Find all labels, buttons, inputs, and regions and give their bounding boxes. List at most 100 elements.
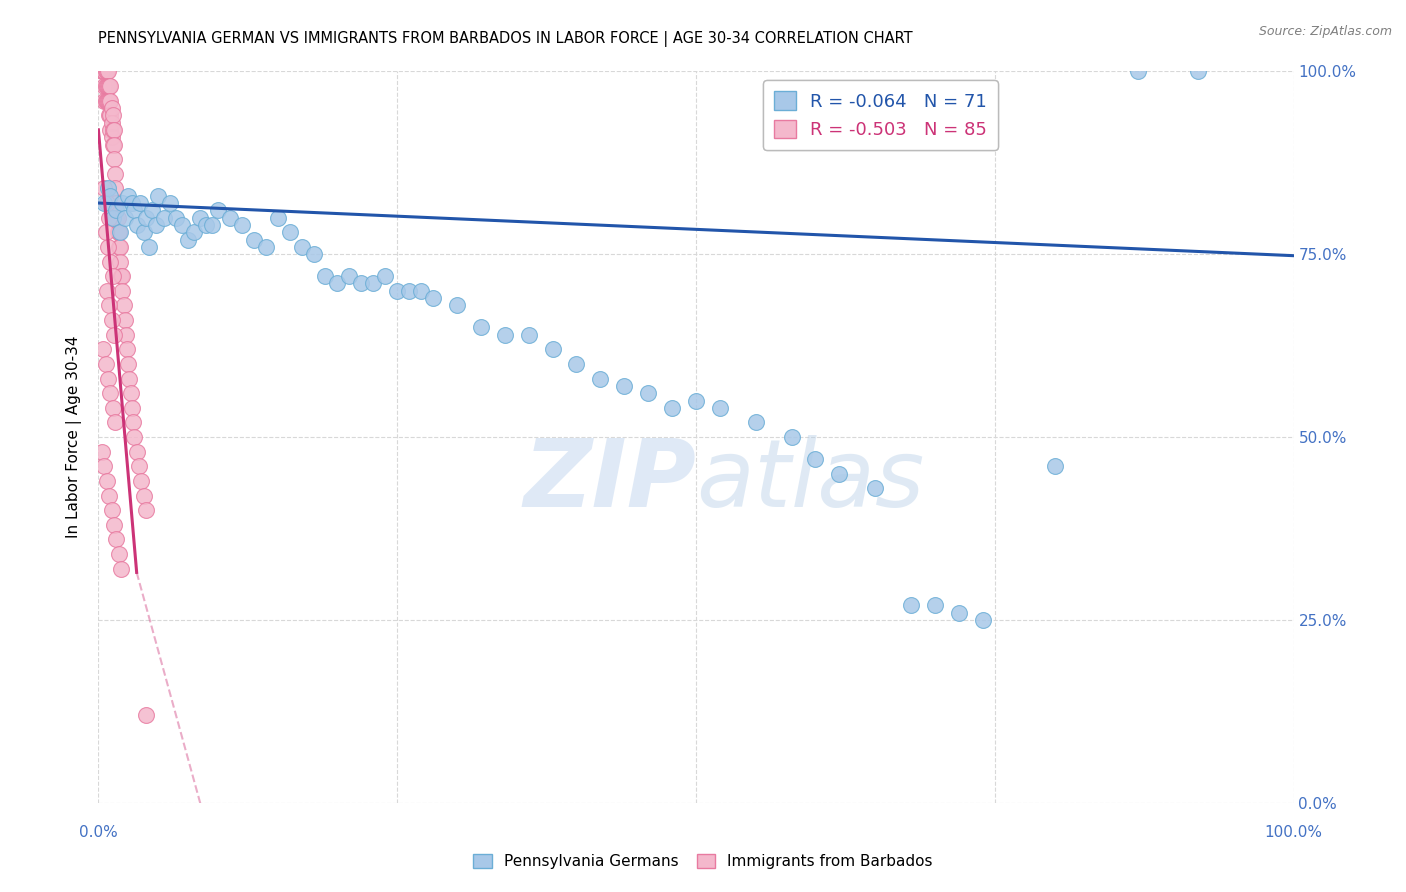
Text: atlas: atlas [696, 435, 924, 526]
Point [110, 269, 132, 284]
Point [107, 225, 129, 239]
Point [94, 64, 117, 78]
Point [103, 327, 125, 342]
Point [101, 137, 124, 152]
Point [97, 371, 120, 385]
Point [111, 196, 134, 211]
Point [103, 517, 125, 532]
Point [100, 101, 122, 115]
Point [108, 254, 131, 268]
Legend: Pennsylvania Germans, Immigrants from Barbados: Pennsylvania Germans, Immigrants from Ba… [467, 848, 939, 875]
Point [96, 284, 118, 298]
Point [141, 203, 163, 218]
Point [94, 94, 117, 108]
Point [107, 211, 129, 225]
Point [97, 240, 120, 254]
Point [1128, 64, 1150, 78]
Point [411, 284, 433, 298]
Point [101, 108, 124, 122]
Point [111, 269, 134, 284]
Point [900, 599, 922, 613]
Point [201, 218, 224, 232]
Point [94, 225, 117, 239]
Point [1187, 64, 1209, 78]
Point [177, 233, 200, 247]
Point [517, 327, 540, 342]
Point [98, 108, 121, 122]
Point [132, 489, 155, 503]
Point [128, 459, 150, 474]
Point [97, 64, 120, 78]
Point [120, 386, 142, 401]
Point [145, 218, 167, 232]
Point [91, 444, 114, 458]
Point [100, 108, 122, 122]
Point [924, 599, 946, 613]
Text: ZIP: ZIP [523, 435, 696, 527]
Point [350, 277, 373, 291]
Point [131, 474, 153, 488]
Point [135, 503, 157, 517]
Point [104, 167, 127, 181]
Text: Source: ZipAtlas.com: Source: ZipAtlas.com [1258, 25, 1392, 38]
Point [98, 78, 121, 93]
Point [637, 386, 659, 401]
Point [661, 401, 683, 415]
Point [97, 181, 120, 195]
Point [108, 225, 131, 239]
Point [124, 430, 146, 444]
Point [93, 94, 115, 108]
Point [91, 343, 114, 357]
Point [103, 137, 125, 152]
Point [96, 64, 118, 78]
Point [1043, 459, 1066, 474]
Point [219, 211, 242, 225]
Point [302, 247, 325, 261]
Point [112, 298, 135, 312]
Point [115, 327, 138, 342]
Point [96, 94, 118, 108]
Point [100, 386, 122, 401]
Point [278, 225, 301, 239]
Point [183, 225, 205, 239]
Point [124, 203, 146, 218]
Point [159, 196, 181, 211]
Point [972, 613, 994, 627]
Point [114, 211, 136, 225]
Text: PENNSYLVANIA GERMAN VS IMMIGRANTS FROM BARBADOS IN LABOR FORCE | AGE 30-34 CORRE: PENNSYLVANIA GERMAN VS IMMIGRANTS FROM B… [98, 31, 912, 47]
Point [804, 452, 827, 467]
Point [93, 196, 115, 211]
Point [98, 298, 121, 312]
Point [91, 64, 114, 78]
Point [94, 78, 117, 93]
Point [104, 181, 127, 195]
Point [172, 218, 194, 232]
Point [541, 343, 564, 357]
Point [129, 196, 152, 211]
Point [98, 94, 121, 108]
Point [100, 188, 122, 202]
Point [100, 123, 122, 137]
Point [100, 313, 122, 327]
Point [470, 320, 492, 334]
Point [565, 357, 588, 371]
Point [613, 379, 636, 393]
Point [93, 64, 115, 78]
Point [153, 211, 176, 225]
Point [101, 269, 124, 284]
Point [422, 291, 444, 305]
Point [828, 467, 851, 481]
Point [94, 357, 117, 371]
Point [125, 218, 148, 232]
Point [110, 562, 132, 576]
Text: 0.0%: 0.0% [79, 825, 118, 840]
Point [96, 474, 118, 488]
Legend: R = -0.064   N = 71, R = -0.503   N = 85: R = -0.064 N = 71, R = -0.503 N = 85 [763, 80, 998, 150]
Point [363, 277, 385, 291]
Point [589, 371, 612, 385]
Point [105, 196, 128, 211]
Point [107, 225, 129, 239]
Point [93, 459, 115, 474]
Point [709, 401, 731, 415]
Point [385, 284, 409, 298]
